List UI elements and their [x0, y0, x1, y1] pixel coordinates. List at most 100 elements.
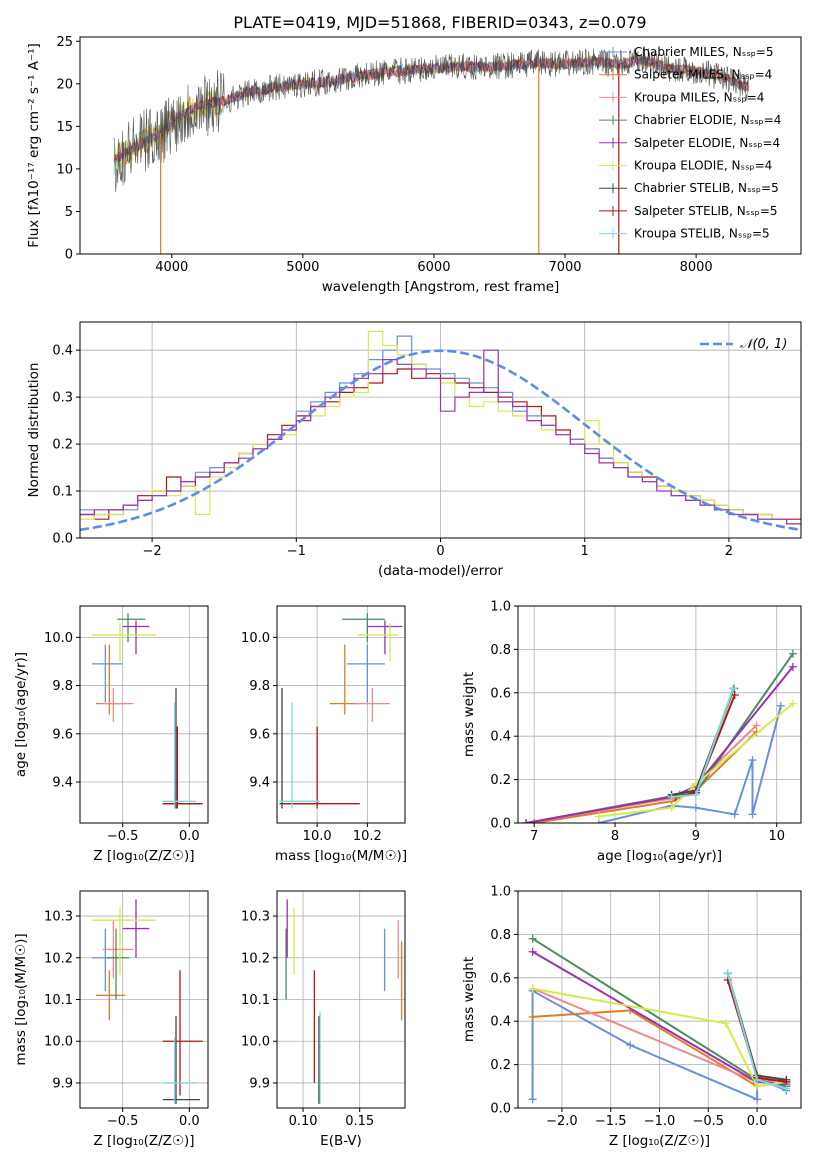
weight-series: [534, 731, 758, 823]
legend-label: Salpeter ELODIE, Nₛₛₚ=4: [634, 136, 780, 150]
x-tick-label: 0.0: [179, 1114, 200, 1129]
weight-point: [776, 701, 785, 710]
y-tick-label: 0.0: [52, 532, 73, 547]
chart-age_vs_Z: −0.5 0.0 9.4 9.6 9.8 10.0 Z [log₁₀(Z/Z☉)] age […: [13, 605, 209, 864]
weight-point: [667, 792, 676, 801]
y-tick-label: 9.4: [52, 776, 73, 791]
x-axis-label: Z [log₁₀(Z/Z☉)]: [609, 1133, 710, 1149]
legend-label: Chabrier MILES, Nₛₛₚ=5: [634, 45, 774, 59]
weight-point: [626, 1041, 635, 1050]
x-tick-label: 0.15: [345, 1114, 374, 1129]
plot-area: [92, 613, 203, 809]
y-tick-label: 1.0: [490, 600, 511, 615]
weight-point: [528, 934, 537, 943]
chart-weight_vs_age: 7 8 9 10 0.0 0.2 0.4 0.6 0.8 1.0 age [log₁₀(age/yr…: [461, 600, 802, 864]
legend-label: Salpeter STELIB, Nₛₛₚ=5: [634, 204, 778, 218]
x-tick-label: 1: [581, 544, 589, 559]
legend-label: Chabrier ELODIE, Nₛₛₚ=4: [634, 113, 781, 127]
plot-area: [522, 649, 797, 823]
y-axis-label: mass weight: [461, 672, 477, 757]
weight-point: [788, 662, 797, 671]
y-tick-label: 0.3: [52, 391, 73, 406]
legend-label: Chabrier STELIB, Nₛₛₚ=5: [634, 181, 779, 195]
x-tick-label: 4000: [155, 260, 188, 275]
y-tick-label: 10.0: [241, 631, 270, 646]
weight-point: [748, 810, 757, 819]
weight-point: [522, 819, 531, 823]
x-tick-label: 0.10: [289, 1114, 318, 1129]
x-tick-label: 0: [436, 544, 444, 559]
y-tick-label: 10.3: [241, 910, 270, 925]
x-tick-label: 10: [768, 829, 785, 844]
spectrum-series: [113, 47, 749, 192]
y-tick-label: 0: [65, 248, 73, 263]
weight-point: [729, 684, 738, 693]
y-tick-label: 15: [56, 120, 73, 135]
y-tick-label: 0.1: [52, 485, 73, 500]
y-tick-label: 10.2: [44, 951, 73, 966]
y-tick-label: 10.2: [241, 951, 270, 966]
figure-title: PLATE=0419, MJD=51868, FIBERID=0343, z=0…: [233, 13, 646, 32]
y-tick-label: 9.6: [249, 727, 270, 742]
weight-point: [753, 1095, 762, 1104]
x-tick-label: 0.0: [179, 829, 200, 844]
axes-frame: −2.0 −1.5 −1.0 −0.5 0.0 0.0 0.2 0.4 0.6 0.8 1.0 Z […: [461, 885, 802, 1149]
x-tick-label: 9: [692, 829, 700, 844]
axes-frame: 4000 5000 6000 7000 8000 0 5 10 15 20 25 wavelength…: [26, 35, 802, 295]
y-tick-label: 9.8: [52, 679, 73, 694]
weight-point: [788, 699, 797, 708]
weight-point: [530, 819, 539, 823]
legend-label: Kroupa STELIB, Nₛₛₚ=5: [634, 227, 770, 241]
chart-age_vs_mass: 10.0 10.2 9.4 9.6 9.8 10.0 mass [log₁₀(M/M☉)]: [241, 605, 407, 864]
x-axis-label: (data-model)/error: [378, 563, 504, 579]
weight-point: [594, 812, 603, 821]
weight-point: [752, 721, 761, 730]
weight-point: [730, 690, 739, 699]
x-axis-label: wavelength [Angstrom, rest frame]: [322, 279, 560, 295]
axes-frame: 7 8 9 10 0.0 0.2 0.4 0.6 0.8 1.0 age [log₁₀(age/yr…: [461, 600, 802, 864]
y-tick-label: 0.8: [490, 928, 511, 943]
y-tick-label: 0.0: [490, 1102, 511, 1117]
spectrum-legend: Chabrier MILES, Nₛₛₚ=5 Salpeter MILES, Nₛ…: [599, 45, 781, 241]
y-axis-label: mass [log₁₀(M/M☉)]: [13, 933, 29, 1065]
y-axis-label: Normed distribution: [26, 363, 42, 498]
weight-point: [691, 803, 700, 812]
chart-spectrum: 4000 5000 6000 7000 8000 0 5 10 15 20 25 wavelength…: [26, 35, 802, 295]
x-tick-label: −0.5: [693, 1114, 725, 1129]
plot-area: [285, 899, 403, 1104]
legend-label: 𝒩(0, 1): [740, 337, 787, 352]
y-tick-label: 10.0: [241, 1035, 270, 1050]
y-tick-label: 0.8: [490, 643, 511, 658]
chart-residuals: −2 −1 0 1 2 0.0 0.1 0.2 0.3 0.4 (data-model)/error…: [26, 321, 802, 579]
weight-point: [723, 969, 732, 978]
plot-area: [80, 330, 801, 532]
plot-area: [279, 613, 403, 809]
x-tick-label: 8: [611, 829, 619, 844]
y-tick-label: 20: [56, 77, 73, 92]
y-tick-label: 10.3: [44, 910, 73, 925]
axes-frame: −0.5 0.0 9.9 10.0 10.1 10.2 10.3 Z [log₁₀(Z/Z☉)…: [13, 890, 209, 1149]
x-tick-label: −0.5: [107, 1114, 139, 1129]
y-tick-label: 5: [65, 205, 73, 220]
weight-point: [528, 984, 537, 993]
y-axis-label: Flux [fλ10⁻¹⁷ erg cm⁻² s⁻¹ A⁻¹]: [26, 43, 42, 248]
plot-area: [528, 934, 791, 1104]
axes-frame: −2 −1 0 1 2 0.0 0.1 0.2 0.3 0.4 (data-model)/error…: [26, 321, 802, 579]
weight-point: [528, 1095, 537, 1104]
y-tick-label: 10.1: [241, 993, 270, 1008]
axes-frame: 0.10 0.15 9.9 10.0 10.1 10.2 10.3 E(B-V): [241, 890, 406, 1149]
y-tick-label: 0.0: [490, 817, 511, 832]
legend-label: Kroupa MILES, Nₛₛₚ=4: [634, 90, 764, 104]
chart-mass_vs_ebv: 0.10 0.15 9.9 10.0 10.1 10.2 10.3 E(B-V): [241, 890, 406, 1149]
x-tick-label: 0.0: [747, 1114, 768, 1129]
y-tick-label: 0.2: [490, 1058, 511, 1073]
y-tick-label: 0.4: [52, 344, 73, 359]
y-tick-label: 0.6: [490, 971, 511, 986]
y-tick-label: 9.6: [52, 727, 73, 742]
legend-label: Kroupa ELODIE, Nₛₛₚ=4: [634, 159, 772, 173]
y-axis-label: age [log₁₀(age/yr)]: [13, 652, 29, 777]
y-tick-label: 0.4: [490, 1015, 511, 1030]
axes-border: [79, 605, 209, 824]
weight-point: [730, 810, 739, 819]
